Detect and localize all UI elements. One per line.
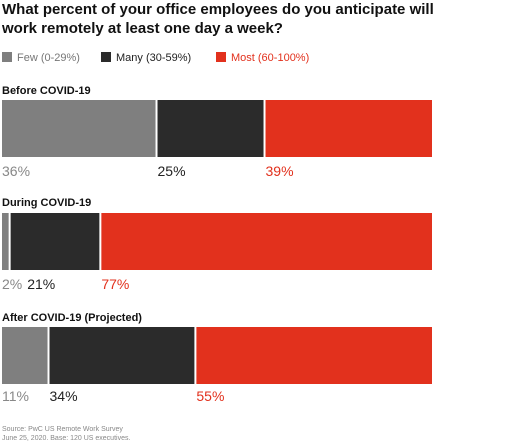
bar-segment-1-2 (157, 100, 264, 157)
source-line-2: June 25, 2020. Base: 120 US executives. (2, 435, 130, 442)
legend-swatch-1 (2, 52, 12, 62)
value-label-1-3: 39% (266, 163, 294, 179)
legend-label-2: Many (30-59%) (116, 52, 191, 64)
bar-segment-2-2 (10, 213, 100, 270)
value-label-2-3: 77% (101, 276, 129, 292)
value-label-1-1: 36% (2, 163, 30, 179)
chart-title-line-2: work remotely at least one day a week? (1, 20, 283, 37)
value-label-3-2: 34% (50, 388, 78, 404)
bar-segment-3-2 (49, 327, 195, 384)
bar-segment-1-1 (2, 100, 156, 157)
legend-label-3: Most (60-100%) (231, 52, 309, 64)
group-label-1: Before COVID-19 (2, 85, 91, 97)
chart-title-line-1: What percent of your office employees do… (2, 1, 434, 18)
bar-segment-2-1 (2, 213, 9, 270)
legend: Few (0-29%) Many (30-59%) Most (60-100%) (2, 52, 309, 64)
bar-group-3: After COVID-19 (Projected) 11% 34% 55% (2, 312, 432, 404)
source-line-1: Source: PwC US Remote Work Survey (2, 426, 123, 433)
value-label-3-3: 55% (196, 388, 224, 404)
legend-swatch-2 (101, 52, 111, 62)
bar-groups: Before COVID-19 36% 25% 39% During COVID-19 2… (2, 85, 433, 404)
group-label-2: During COVID-19 (2, 197, 91, 209)
bar-segment-2-3 (101, 213, 433, 270)
value-label-2-2: 21% (27, 276, 55, 292)
bar-segment-1-3 (265, 100, 432, 157)
bar-group-1: Before COVID-19 36% 25% 39% (2, 85, 432, 179)
bar-segment-3-3 (196, 327, 432, 384)
legend-swatch-3 (216, 52, 226, 62)
legend-label-1: Few (0-29%) (17, 52, 80, 64)
value-label-3-1: 11% (2, 388, 29, 404)
bar-group-2: During COVID-19 2% 21% 77% (2, 197, 433, 292)
value-label-1-2: 25% (158, 163, 186, 179)
bar-segment-3-1 (2, 327, 48, 384)
group-label-3: After COVID-19 (Projected) (2, 312, 142, 324)
value-label-2-1: 2% (2, 276, 22, 292)
